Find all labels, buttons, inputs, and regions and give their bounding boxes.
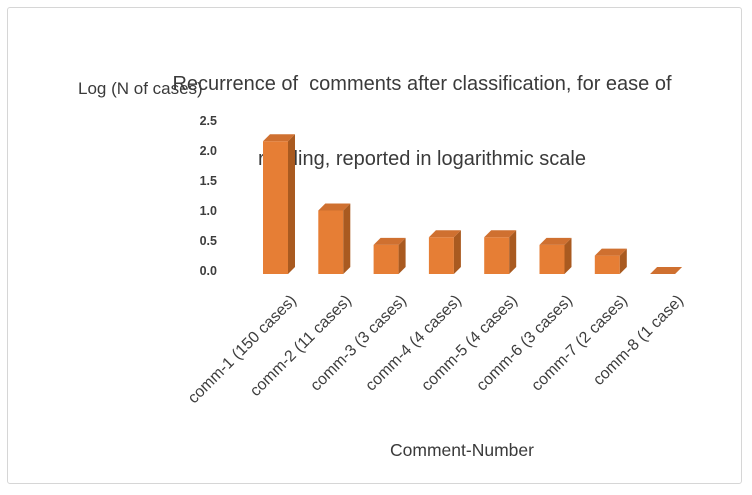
bar-side-comm-7 bbox=[619, 248, 627, 274]
bar-side-comm-5 bbox=[509, 230, 517, 274]
bar-top-comm-4 bbox=[428, 230, 461, 238]
bar-front-comm-4 bbox=[428, 237, 454, 274]
bar-front-comm-3 bbox=[373, 244, 399, 274]
bar-side-comm-4 bbox=[453, 230, 461, 274]
bar-top-comm-1 bbox=[263, 134, 295, 142]
bar-front-comm-6 bbox=[539, 244, 565, 274]
bar-top-comm-8 bbox=[650, 267, 683, 274]
chart-title-line-1: Recurrence of comments after classificat… bbox=[172, 73, 672, 95]
y-tick-1.5: 1.5 bbox=[199, 174, 217, 188]
bar-side-comm-6 bbox=[564, 237, 572, 274]
bar-top-comm-6 bbox=[539, 237, 572, 245]
bar-front-comm-5 bbox=[484, 237, 510, 274]
bar-front-comm-7 bbox=[594, 255, 620, 274]
y-tick-0.0: 0.0 bbox=[199, 264, 217, 278]
y-tick-2.0: 2.0 bbox=[199, 144, 217, 158]
bar-top-comm-3 bbox=[373, 237, 406, 245]
bar-front-comm-1 bbox=[263, 141, 288, 274]
bar-top-comm-7 bbox=[594, 248, 627, 256]
x-axis-title: Comment-Number bbox=[390, 440, 534, 460]
y-tick-0.5: 0.5 bbox=[199, 234, 217, 248]
bar-front-comm-2 bbox=[318, 210, 344, 274]
y-axis-label: Log (N of cases) bbox=[78, 79, 203, 98]
y-tick-1.0: 1.0 bbox=[199, 204, 217, 218]
y-tick-2.5: 2.5 bbox=[199, 114, 217, 128]
bar-top-comm-5 bbox=[484, 230, 517, 238]
bar-side-comm-1 bbox=[288, 134, 295, 274]
bar-side-comm-3 bbox=[398, 237, 406, 274]
chart-title: Recurrence of comments after classificat… bbox=[130, 22, 714, 222]
bar-top-comm-2 bbox=[318, 203, 351, 211]
bar-side-comm-2 bbox=[343, 203, 351, 274]
